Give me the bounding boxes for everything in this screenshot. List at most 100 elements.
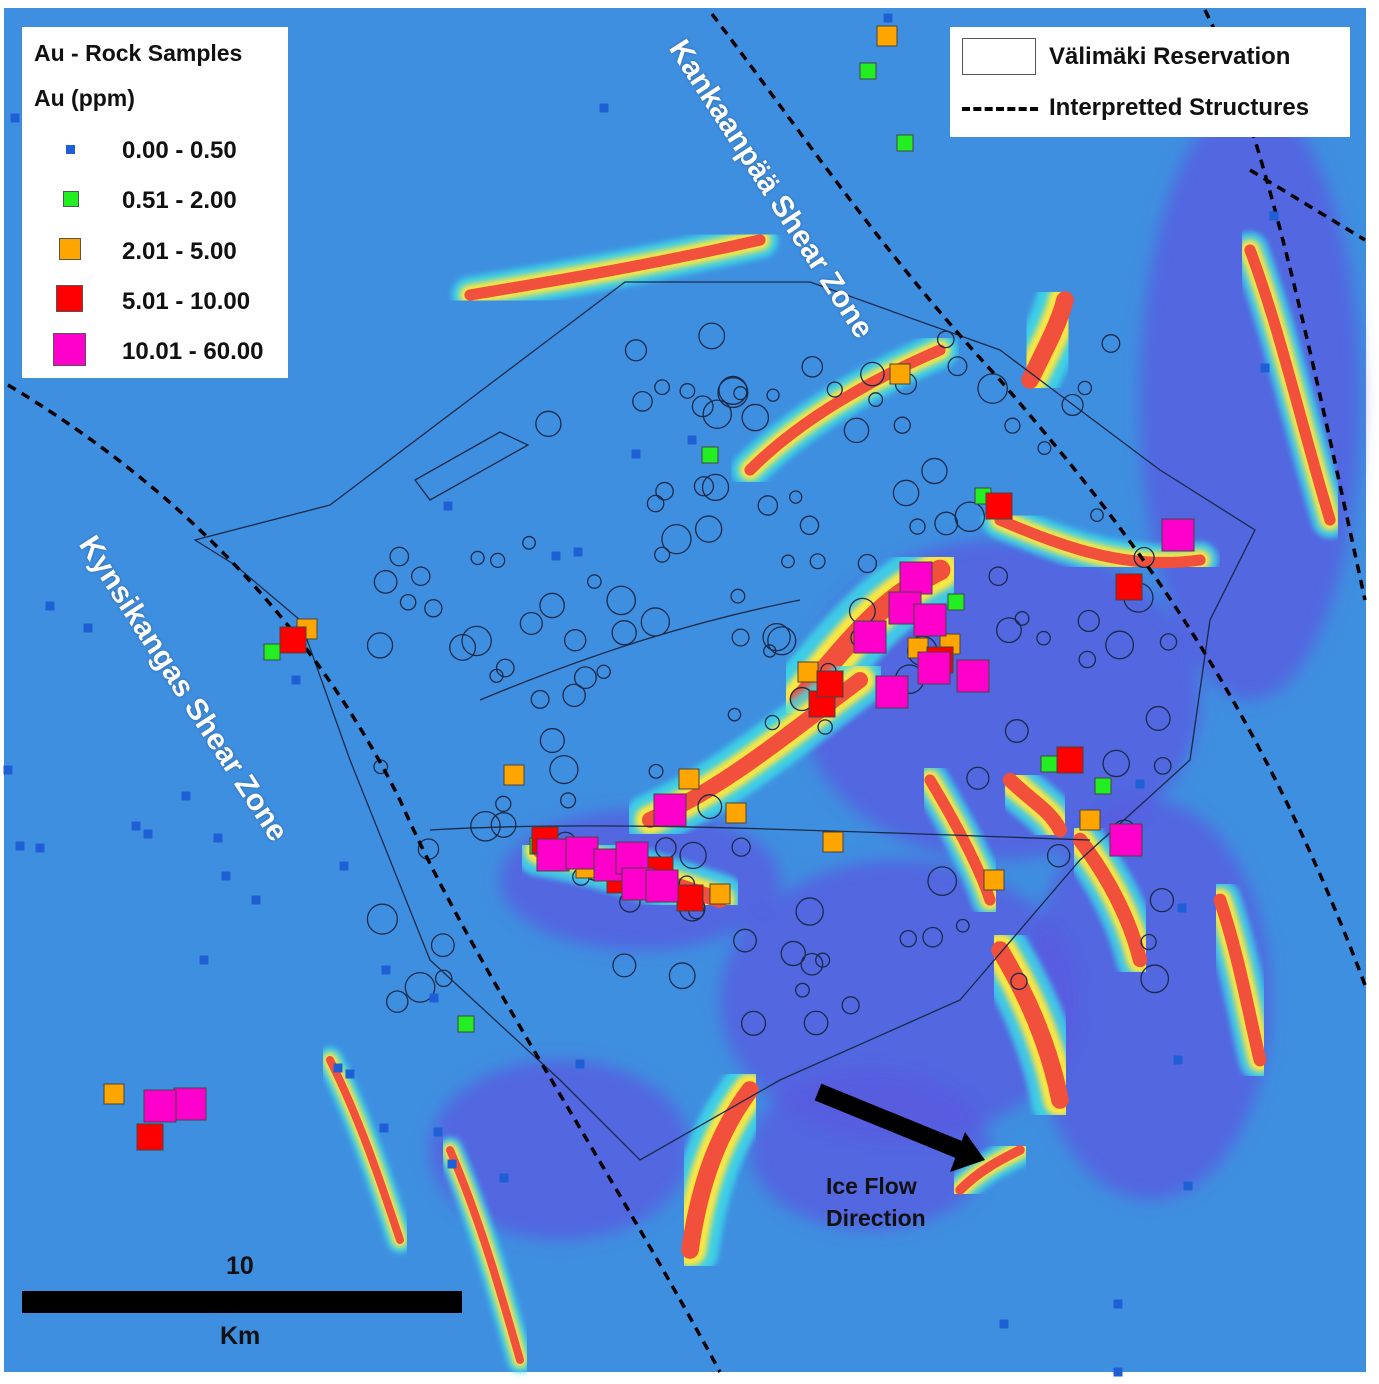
sample-orange [983,869,1005,891]
claim-circle [767,626,797,656]
claim-circle [947,356,968,377]
claim-circle [1140,964,1170,994]
claim-circle [741,403,770,432]
claim-circle [470,810,501,842]
anomaly-streak [981,501,1219,581]
claim-circle [539,592,565,619]
legend-class-label: 0.51 - 2.00 [122,187,237,214]
claim-circle [424,599,443,618]
sample-blue [143,829,153,839]
sample-red [985,492,1013,520]
sample-blue [381,965,391,975]
rock-samples [3,13,1279,1377]
anomaly-streak [986,756,1084,854]
sample-red [136,1123,164,1151]
sample-orange [797,661,819,683]
scale-bar-value: 10 [226,1252,254,1280]
sample-blue [1113,1367,1123,1377]
claim-circle [606,585,636,616]
claim-circle [1004,719,1029,743]
sample-red [816,670,844,698]
legend-class-4: 10.01 - 60.00 [22,332,288,372]
sample-blue [199,955,209,965]
sample-magenta [1109,823,1143,857]
claim-circle [562,683,586,708]
magnetic-low [430,1060,690,1240]
sample-blue [573,547,583,557]
legend-title: Au - Rock Samples [34,40,243,66]
claim-circle [763,644,777,658]
shear-zone-line [1249,168,1366,242]
claim-circle [922,926,944,948]
sample-blue [291,675,301,685]
claim-circle [868,392,884,408]
claim-circle [611,620,637,646]
au-samples-legend: Au - Rock Samples Au (ppm) 0.00 - 0.50 0… [22,27,288,378]
claim-circle [762,622,791,652]
magenta-square-icon [53,333,86,366]
claim-circle [1077,380,1093,396]
sample-orange [503,764,525,786]
scale-bar [22,1291,462,1313]
claim-circle [640,607,671,637]
claim-circle [857,553,878,574]
claim-circle [654,546,671,563]
sample-magenta [173,1087,207,1121]
sample-green [947,593,965,611]
claim-circle [461,625,492,657]
claim-circle [817,719,833,735]
claim-circle [809,553,826,570]
claim-circle [1046,843,1071,868]
sample-blue [339,861,349,871]
claim-circle [698,322,726,350]
claim-circle [404,972,436,1003]
sample-blue [15,841,25,851]
sample-red [1056,746,1084,774]
sample-blue [599,103,609,113]
blue-square-icon [66,145,75,154]
claim-circle [815,952,831,968]
sample-blue [10,113,20,123]
sample-magenta [875,675,909,709]
claim-circle [927,866,958,896]
sample-orange [709,883,731,905]
claim-circle [655,481,674,501]
claim-circle [679,383,696,399]
sample-blue [181,791,191,801]
claim-circle [1061,393,1084,417]
sample-orange [103,1083,125,1105]
sample-blue [551,551,561,561]
legend-class-label: 5.01 - 10.00 [122,288,251,315]
claim-circle [434,969,453,988]
anomaly-streak [971,921,1089,1129]
claim-circle [648,763,664,779]
claim-circle [366,632,394,659]
sample-blue [1113,1299,1123,1309]
claim-circle [718,375,748,405]
claim-circle [1077,609,1100,633]
sample-blue [447,1159,457,1169]
sample-magenta [853,620,887,654]
claim-circle [701,473,730,502]
claim-circle [385,990,409,1013]
claim-circle [449,633,477,661]
sample-orange [889,363,911,385]
claim-circle [733,928,757,953]
reservation-road [479,599,801,701]
claim-circle [1010,972,1028,991]
reservation-label: Välimäki Reservation [1049,43,1291,70]
anomaly-streak [944,1134,1036,1206]
legend-class-label: 2.01 - 5.00 [122,238,237,265]
legend-unit: Au (ppm) [34,85,135,111]
claim-circle [781,554,795,569]
claim-circle [702,399,732,429]
claim-circle [1090,508,1104,522]
sample-orange [876,25,898,47]
claim-circle [731,837,751,857]
sample-blue [1135,779,1145,789]
anomaly-streak [451,221,779,314]
claim-circle [843,417,870,444]
sample-blue [429,993,439,1003]
claim-circle [535,410,562,437]
